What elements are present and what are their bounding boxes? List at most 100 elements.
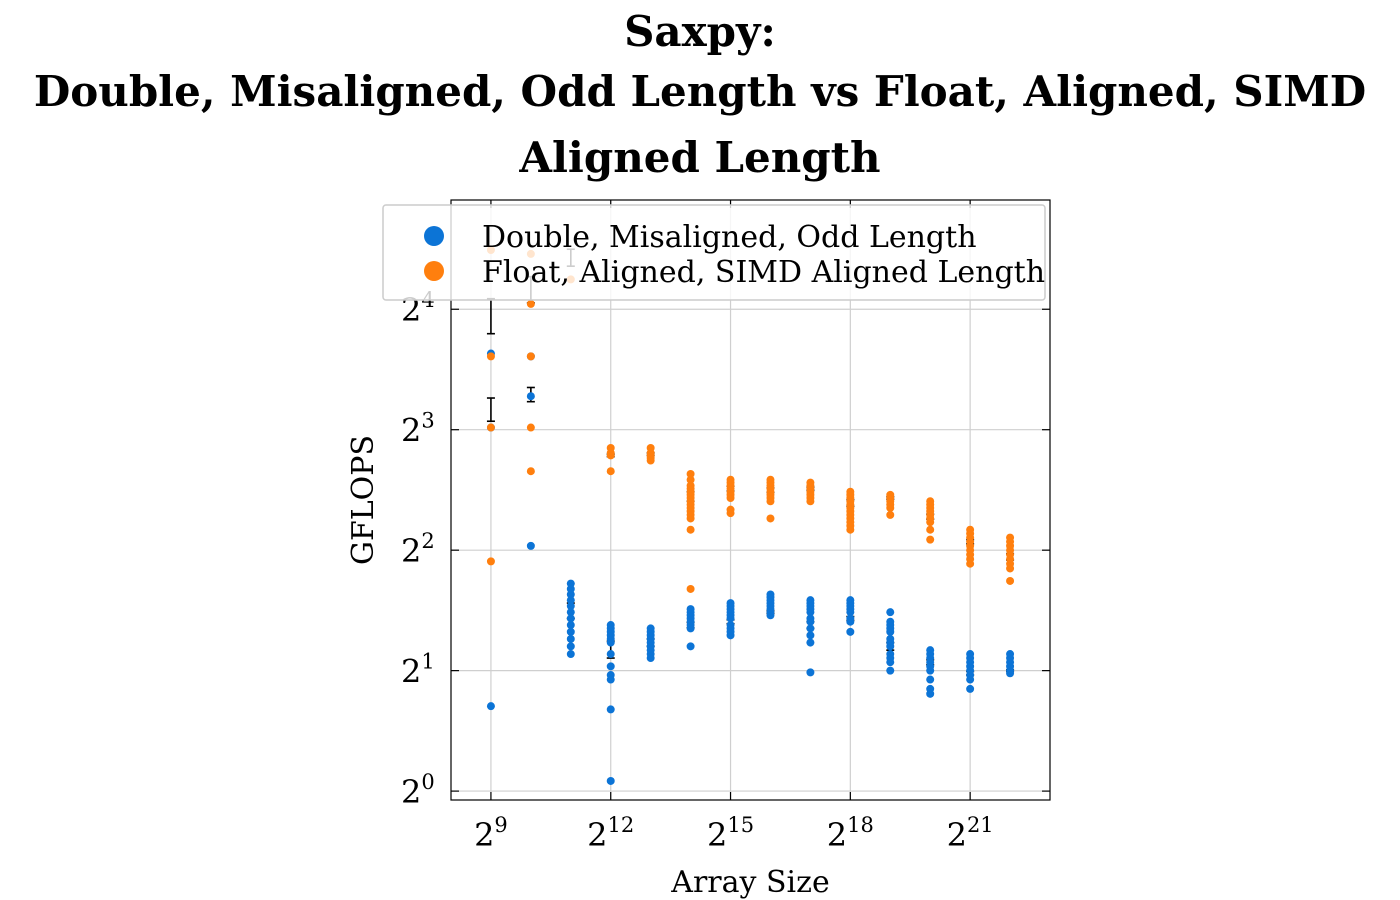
data-point-double [886,650,895,659]
data-point-double [966,650,975,659]
data-point-double [846,596,855,605]
data-point-float [806,478,815,487]
x-axis-label: Array Size [670,865,829,900]
data-point-double [886,608,895,617]
data-point-float [926,525,935,534]
data-point-float [606,467,615,476]
data-point-float [486,352,495,361]
data-point-float [766,475,775,484]
data-point-double [966,684,975,693]
data-point-double [806,668,815,677]
legend: Double, Misaligned, Odd Length Float, Al… [382,204,1046,301]
y-tick-label: 21 [401,650,435,691]
data-point-double [846,627,855,636]
x-tick-label: 29 [474,813,508,854]
x-tick-label: 221 [947,813,994,854]
data-point-float [686,525,695,534]
data-point-double [806,596,815,605]
data-point-float [726,475,735,484]
x-tick-label: 218 [827,813,874,854]
data-point-float [726,505,735,514]
legend-label-float: Float, Aligned, SIMD Aligned Length [482,255,1045,290]
data-point-double [606,776,615,785]
data-point-double [806,614,815,623]
data-point-float [686,475,695,484]
data-point-float [486,423,495,432]
data-point-double [606,705,615,714]
y-tick-label: 23 [401,409,435,450]
data-point-double [926,684,935,693]
data-point-float [686,584,695,593]
data-point-double [806,624,815,633]
data-point-double [846,614,855,623]
data-point-float [766,514,775,523]
data-point-float [846,487,855,496]
data-point-double [566,650,575,659]
data-point-float [1006,576,1015,585]
y-axis-label: GFLOPS [346,435,381,565]
data-point-double [926,675,935,684]
legend-marker-float [424,261,444,281]
errorbar-layer [486,248,1015,676]
data-point-float [606,444,615,453]
data-point-double [486,702,495,711]
chart-title-line-3: Aligned Length [519,133,881,182]
data-point-float [526,467,535,476]
legend-label-double: Double, Misaligned, Odd Length [482,220,977,255]
data-point-double [566,596,575,605]
data-point-double [606,662,615,671]
data-point-double [606,621,615,630]
data-point-float [886,490,895,499]
error-bar-double [486,397,495,423]
data-point-float [526,299,535,308]
data-point-double [566,590,575,599]
data-point-double [886,666,895,675]
axis-layer: 292122152182212021222324 [401,200,1050,854]
data-point-double [766,590,775,599]
data-point-double [526,541,535,550]
data-point-float [526,423,535,432]
chart-title-line-1: Saxpy: [624,7,776,56]
data-point-double [526,392,535,401]
data-point-double [806,631,815,640]
data-point-float [886,510,895,519]
data-point-double [566,608,575,617]
data-point-double [566,602,575,611]
data-point-double [646,624,655,633]
data-point-float [526,352,535,361]
data-point-double [886,617,895,626]
data-point-double [606,671,615,680]
data-point-double [686,605,695,614]
data-point-double [686,642,695,651]
data-point-float [926,497,935,506]
data-point-double [1006,650,1015,659]
plot-frame [450,199,1051,801]
legend-marker-double [424,226,444,246]
data-point-float [686,470,695,479]
x-tick-label: 215 [707,813,754,854]
data-point-double [566,579,575,588]
data-point-double [566,642,575,651]
data-point-double [566,621,575,630]
data-point-float [966,525,975,534]
y-tick-label: 20 [401,770,435,811]
data-point-double [566,614,575,623]
y-tick-label: 22 [401,529,435,570]
error-bar-float [486,297,495,335]
data-point-float [926,535,935,544]
data-point-double [926,646,935,655]
x-tick-label: 212 [587,813,634,854]
data-point-float [1006,533,1015,542]
data-point-float [686,481,695,490]
points-layer [486,245,1015,785]
data-point-double [726,599,735,608]
data-point-double [886,634,895,643]
data-point-double [726,621,735,630]
data-point-float [646,444,655,453]
data-point-double [806,638,815,647]
data-point-double [566,627,575,636]
legend-box [382,204,1046,301]
chart-title-line-2: Double, Misaligned, Odd Length vs Float,… [33,67,1367,116]
data-point-float [486,557,495,566]
